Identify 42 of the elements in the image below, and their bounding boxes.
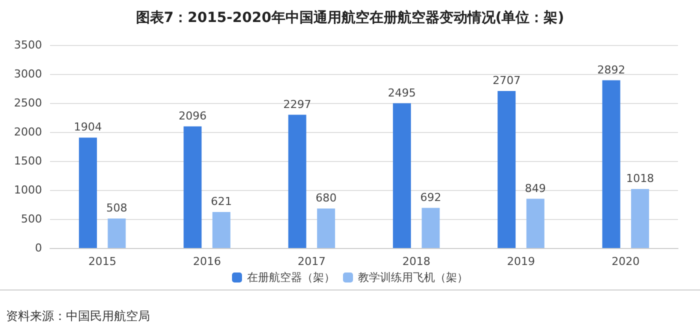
- bar: [602, 80, 620, 248]
- data-label: 621: [210, 194, 232, 208]
- bar: [422, 208, 440, 248]
- bar: [317, 208, 336, 248]
- x-tick-label: 2018: [402, 255, 430, 268]
- x-tick-label: 2016: [193, 255, 221, 268]
- text: 资料来源：中国民用航空局: [6, 309, 150, 323]
- x-tick-label: 2015: [88, 255, 116, 268]
- bar: [184, 126, 202, 248]
- y-tick-label: 1000: [14, 184, 42, 196]
- y-tick-label: 3500: [14, 38, 42, 52]
- data-label: 849: [524, 182, 546, 195]
- y-tick-label: 2500: [14, 96, 42, 110]
- bar: [498, 90, 516, 248]
- data-label: 2495: [388, 86, 416, 100]
- data-label: 508: [106, 202, 128, 215]
- data-label: 2892: [597, 63, 626, 76]
- data-label: 2297: [283, 98, 312, 111]
- y-tick-label: 3000: [14, 68, 42, 80]
- y-tick-label: 1500: [14, 154, 42, 168]
- data-label: 2096: [178, 109, 207, 122]
- y-tick-label: 2000: [14, 126, 42, 138]
- data-label: 1018: [626, 172, 654, 185]
- data-label: 2707: [492, 74, 521, 87]
- bar: [526, 198, 544, 248]
- x-tick-label: 2017: [298, 255, 326, 268]
- bar: [631, 188, 650, 248]
- bar: [392, 103, 411, 248]
- y-tick-label: 500: [21, 212, 42, 226]
- bar: [108, 218, 126, 248]
- bar: [212, 212, 230, 248]
- chart-title: 图表7：2015-2020年中国通用航空在册航空器变动情况(单位：架): [136, 9, 564, 26]
- data-label: 680: [316, 192, 337, 205]
- legend-label: 在册航空器（架）: [247, 271, 335, 284]
- bar: [288, 114, 306, 248]
- x-tick-label: 2019: [507, 255, 535, 268]
- legend-label: 教学训练用飞机（架）: [358, 271, 468, 284]
- y-tick-label: 0: [35, 242, 42, 254]
- data-label: 692: [420, 190, 442, 204]
- x-tick-label: 2020: [612, 255, 640, 268]
- data-label: 1904: [74, 120, 102, 134]
- bar: [78, 138, 97, 248]
